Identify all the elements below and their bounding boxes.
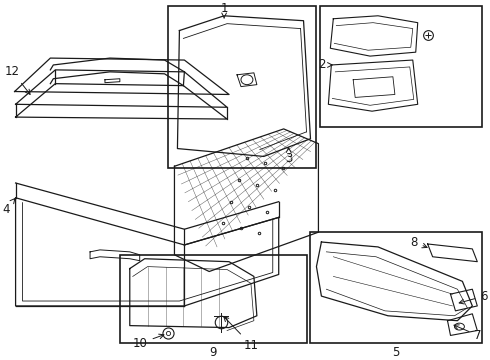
- Text: 5: 5: [392, 346, 399, 359]
- Bar: [311, 232, 482, 343]
- Text: 10: 10: [133, 334, 164, 350]
- Text: 6: 6: [459, 289, 488, 304]
- Text: 7: 7: [454, 325, 482, 342]
- Text: 1: 1: [220, 3, 228, 18]
- Text: 2: 2: [318, 58, 332, 72]
- Bar: [169, 6, 317, 168]
- Text: 9: 9: [209, 346, 217, 359]
- Text: 8: 8: [410, 235, 427, 248]
- Text: 12: 12: [5, 66, 30, 94]
- Text: 11: 11: [224, 316, 259, 352]
- Bar: [320, 6, 482, 127]
- Text: 4: 4: [2, 199, 15, 216]
- Bar: [120, 255, 307, 343]
- Text: 3: 3: [285, 148, 293, 165]
